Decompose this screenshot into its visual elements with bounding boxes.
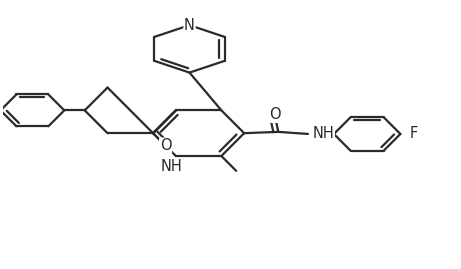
- Text: NH: NH: [313, 126, 334, 141]
- Text: O: O: [269, 107, 280, 122]
- Text: NH: NH: [160, 159, 182, 174]
- Text: F: F: [409, 126, 418, 141]
- Text: O: O: [160, 138, 171, 153]
- Text: N: N: [184, 18, 195, 33]
